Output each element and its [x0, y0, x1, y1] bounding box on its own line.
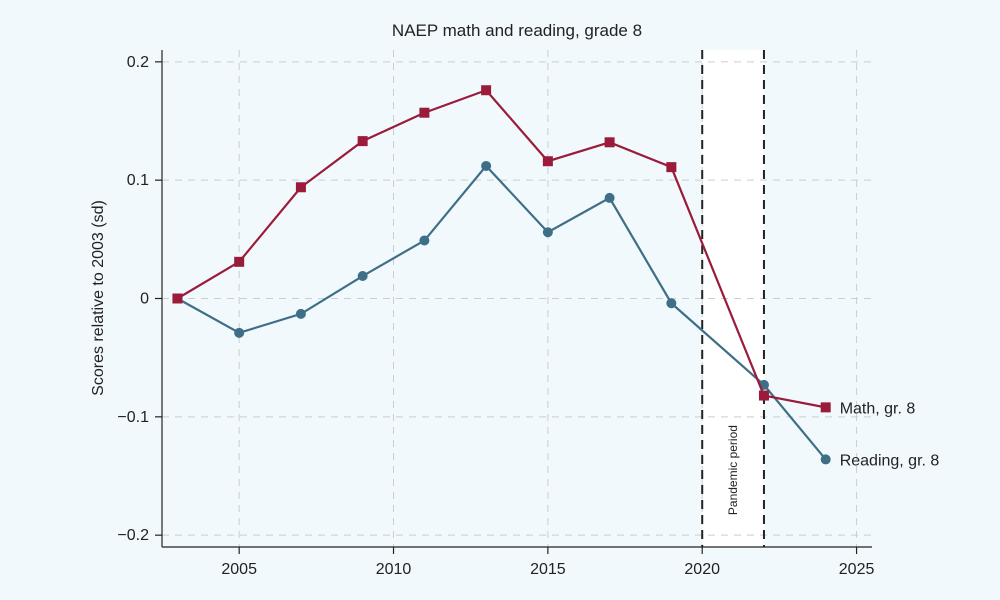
x-tick-label: 2020 [684, 561, 720, 578]
data-point [820, 454, 831, 465]
chart-title: NAEP math and reading, grade 8 [392, 21, 642, 40]
data-point [542, 227, 553, 238]
data-point [234, 256, 245, 267]
data-point [481, 85, 492, 96]
x-tick-label: 2005 [221, 561, 257, 578]
series-math: Math, gr. 8 [172, 85, 915, 417]
x-tick-label: 2015 [530, 561, 566, 578]
data-point [481, 160, 492, 171]
data-point [604, 137, 615, 148]
data-point [666, 162, 677, 173]
data-point [542, 156, 553, 167]
data-point [295, 308, 306, 319]
data-point [234, 327, 245, 338]
y-tick-label: −0.1 [117, 409, 149, 426]
axes: 2005 2010 2015 2020 2025 0.2 0.1 0 −0.1 −0.2 [117, 50, 874, 578]
y-tick-label: 0.2 [127, 54, 149, 71]
series-end-label: Reading, gr. 8 [840, 452, 940, 469]
data-point [666, 298, 677, 309]
x-tick-label: 2025 [839, 561, 875, 578]
data-point [172, 293, 183, 304]
y-tick-label: 0 [140, 291, 149, 308]
data-point [295, 182, 306, 193]
pandemic-boundary-lines [701, 50, 765, 547]
y-axis-label: Scores relative to 2003 (sd) [90, 200, 107, 396]
data-point [820, 402, 831, 413]
series-layer: Reading, gr. 8 Math, gr. 8 [172, 85, 939, 469]
y-tick-label: −0.2 [117, 527, 149, 544]
data-point [604, 192, 615, 203]
series-end-label: Math, gr. 8 [840, 400, 916, 417]
data-point [419, 235, 430, 246]
y-tick-label: 0.1 [127, 172, 149, 189]
data-point [357, 271, 368, 282]
data-point [758, 390, 769, 401]
pandemic-period-label: Pandemic period [726, 425, 740, 515]
data-point [357, 136, 368, 147]
x-tick-label: 2010 [376, 561, 412, 578]
data-point [419, 107, 430, 118]
